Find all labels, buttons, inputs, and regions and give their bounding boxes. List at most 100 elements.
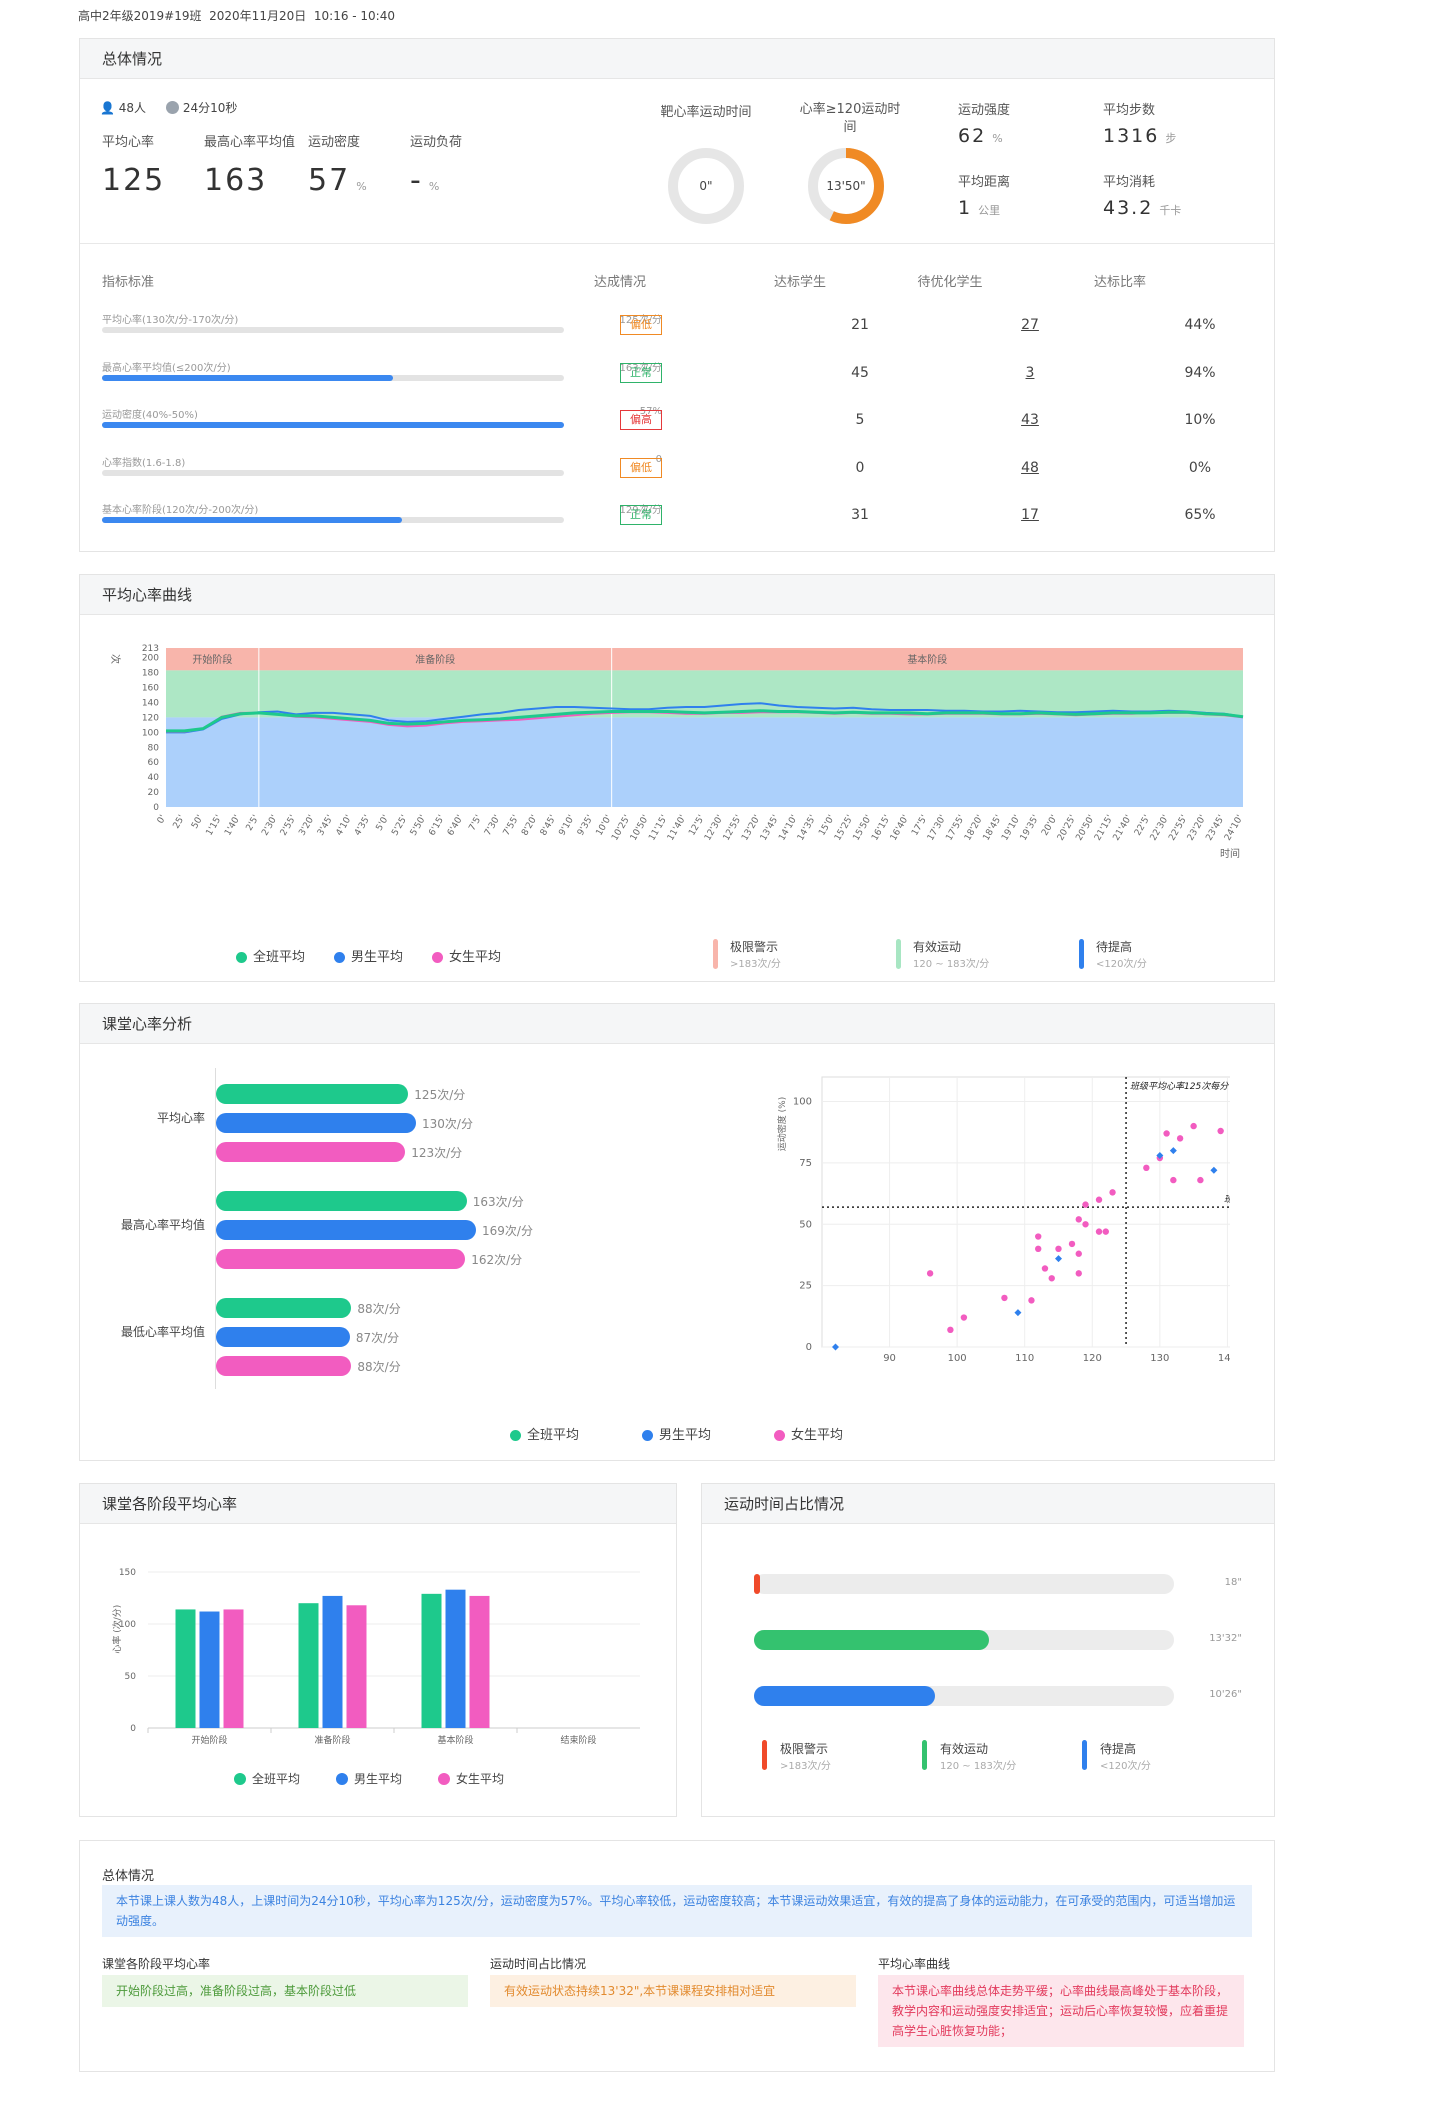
x-tick-label: 4'35' bbox=[353, 814, 373, 838]
time-bar-value: 13'32" bbox=[1209, 1633, 1242, 1644]
legend-dot-icon bbox=[438, 1773, 450, 1785]
x-tick-label: 5'50' bbox=[409, 814, 429, 838]
class-date: 2020年11月20日 bbox=[209, 9, 307, 23]
indicator-label: 运动密度(40%-50%) bbox=[102, 410, 198, 421]
legend-label: 女生平均 bbox=[449, 950, 502, 965]
y-tick-label: 140 bbox=[142, 698, 159, 708]
x-tick-label: 14'35' bbox=[796, 814, 819, 843]
indicator-fill bbox=[102, 422, 564, 428]
overview-panel: 总体情况 👤 48人 24分10秒 平均心率 125 最高心率平均值 163 运动密度 5… bbox=[79, 38, 1275, 552]
scatter-point-female bbox=[1082, 1201, 1089, 1208]
ring2-value: 13'50" bbox=[826, 179, 865, 193]
stat-label: 平均心率 bbox=[102, 135, 155, 150]
analysis-panel: 课堂心率分析 平均心率 125次/分 130次/分 123次/分 最高心率平均值 163次… bbox=[79, 1003, 1275, 1461]
stat-value-wrap: 163 bbox=[204, 163, 273, 198]
x-tick-label: 6'15' bbox=[427, 814, 447, 838]
hbar-group-label: 平均心率 bbox=[156, 1111, 205, 1125]
hr-legend-item[interactable]: 女生平均 bbox=[432, 946, 501, 965]
right-stat-value: 62 bbox=[958, 125, 987, 147]
x-unit: 时间 bbox=[1220, 847, 1240, 860]
zone-legend-label: 极限警示 bbox=[730, 940, 779, 954]
hbar-value: 87次/分 bbox=[355, 1331, 400, 1345]
x-tick-label: 5'0' bbox=[375, 814, 392, 833]
scatter-point-female bbox=[1001, 1294, 1008, 1302]
stage-bar bbox=[421, 1593, 442, 1728]
stage-legend-label: 全班平均 bbox=[252, 1771, 300, 1786]
x-tick-label: 1'15' bbox=[205, 814, 225, 838]
stat-value-wrap: 125 bbox=[102, 163, 171, 198]
x-tick-label: 2'5' bbox=[245, 814, 262, 833]
analysis-legend-item[interactable]: 全班平均 bbox=[510, 1424, 579, 1443]
scatter-point-female bbox=[1102, 1228, 1109, 1235]
right-stat-label: 平均步数 bbox=[1103, 103, 1156, 118]
time-legend-label: 待提高 bbox=[1100, 1742, 1137, 1756]
scatter-point-female bbox=[1028, 1297, 1035, 1304]
hr-legend-item[interactable]: 全班平均 bbox=[236, 946, 305, 965]
hbar-value: 169次/分 bbox=[482, 1224, 533, 1238]
status-badge: 正常 bbox=[620, 362, 662, 383]
optimize-link[interactable]: 43 bbox=[1021, 412, 1039, 428]
x-tick-label: 3'45' bbox=[316, 814, 336, 838]
stage-panel: 课堂各阶段平均心率 0 50 100 150 心率 (次/分) 开始阶段 准备阶段 基本阶段 结… bbox=[79, 1483, 677, 1817]
scatter-point-male bbox=[1054, 1255, 1062, 1263]
legend-dot-icon bbox=[236, 952, 247, 963]
legend-label: 全班平均 bbox=[527, 1428, 580, 1443]
optimize-link[interactable]: 48 bbox=[1021, 459, 1039, 476]
time-legend-sub: <120次/分 bbox=[1100, 1761, 1151, 1772]
stage-x-label: 结束阶段 bbox=[560, 1734, 596, 1746]
analysis-legend-item[interactable]: 男生平均 bbox=[642, 1424, 711, 1443]
hbar bbox=[216, 1142, 406, 1162]
right-stat-unit: 步 bbox=[1165, 132, 1177, 145]
time-bar-track bbox=[754, 1574, 1174, 1594]
time-legend-bar bbox=[922, 1740, 927, 1770]
legend-dot-icon bbox=[334, 952, 345, 963]
optimize-link[interactable]: 17 bbox=[1021, 507, 1039, 523]
people-count: 👤 48人 bbox=[100, 101, 147, 115]
scatter-point-female bbox=[1068, 1240, 1076, 1248]
hbar bbox=[216, 1298, 352, 1318]
time-bar-fill bbox=[754, 1686, 935, 1706]
time-legend-sub: 120 ~ 183次/分 bbox=[940, 1761, 1017, 1772]
optimize-link[interactable]: 27 bbox=[1021, 317, 1039, 333]
stat-unit: % bbox=[428, 180, 440, 193]
hbar-value: 88次/分 bbox=[357, 1360, 401, 1374]
stage-legend-label: 女生平均 bbox=[456, 1771, 504, 1786]
stage-bar bbox=[298, 1603, 319, 1728]
analysis-legend-item[interactable]: 女生平均 bbox=[774, 1424, 843, 1443]
indicator-track bbox=[102, 469, 564, 476]
right-stat-wrap: 1 公里 bbox=[958, 197, 1000, 219]
stage-bar bbox=[469, 1595, 490, 1728]
scatter-x-tick: 110 bbox=[1015, 1353, 1034, 1364]
hr-legend-item[interactable]: 男生平均 bbox=[334, 946, 403, 965]
optimize-link[interactable]: 3 bbox=[1025, 364, 1035, 381]
x-tick-label: 3'20' bbox=[297, 814, 317, 838]
scatter-point-female bbox=[1048, 1275, 1055, 1282]
summary-text: 本节课上课人数为48人，上课时间为24分10秒，平均心率为125次/分，运动密度… bbox=[102, 1885, 1252, 1937]
y-tick-label: 213 bbox=[142, 644, 159, 654]
hbar-value: 123次/分 bbox=[411, 1146, 463, 1160]
scatter-ylabel: 运动密度 (%) bbox=[776, 1097, 788, 1151]
analysis-title: 课堂心率分析 bbox=[80, 1004, 1274, 1044]
x-tick-label: 24'10' bbox=[1223, 814, 1246, 843]
scatter-point-female bbox=[1170, 1176, 1177, 1184]
stage-y-tick: 0 bbox=[130, 1724, 136, 1734]
x-tick-label: 9'35' bbox=[576, 814, 596, 838]
x-tick-label: 0' bbox=[156, 814, 169, 826]
scatter-y-tick: 0 bbox=[806, 1342, 812, 1353]
legend-label: 男生平均 bbox=[351, 950, 404, 965]
stage-x-label: 基本阶段 bbox=[437, 1734, 473, 1746]
people-icon: 👤 bbox=[100, 101, 115, 115]
stage-ylabel: 心率 (次/分) bbox=[111, 1605, 123, 1654]
scatter-x-tick: 90 bbox=[883, 1353, 896, 1364]
pass-ratio: 44% bbox=[1184, 317, 1216, 333]
legend-label: 女生平均 bbox=[791, 1428, 844, 1443]
scatter-point-female bbox=[947, 1326, 954, 1334]
stat-value: 125 bbox=[102, 163, 166, 198]
stat-label: 最高心率平均值 bbox=[204, 135, 296, 150]
divider bbox=[80, 243, 1274, 244]
ring2-arc bbox=[808, 148, 884, 224]
scatter-point-female bbox=[1176, 1135, 1184, 1142]
class-time: 10:16 - 10:40 bbox=[313, 9, 395, 23]
scatter-y-tick: 25 bbox=[799, 1281, 812, 1292]
summary-section-title: 平均心率曲线 bbox=[878, 1957, 951, 1971]
